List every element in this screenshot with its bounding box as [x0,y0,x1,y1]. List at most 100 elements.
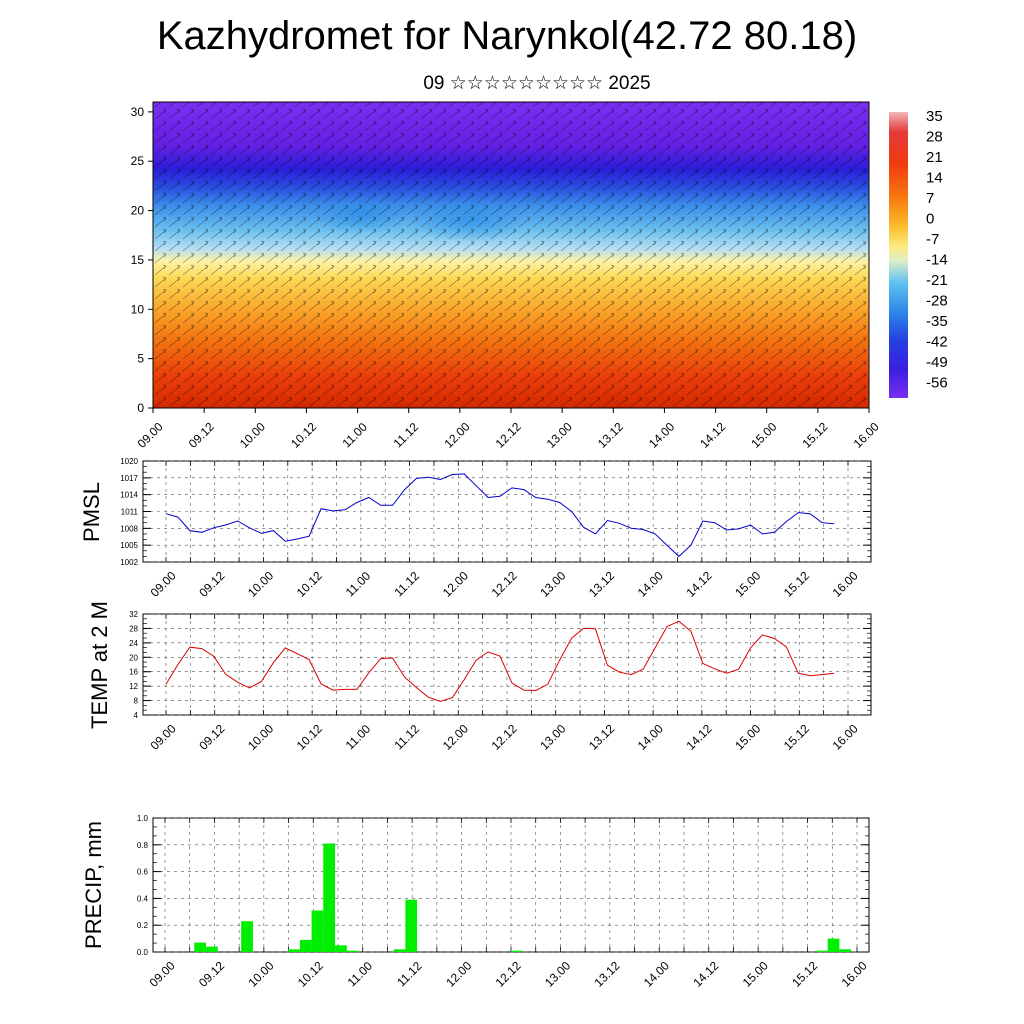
x-tick-label: 13.12 [591,958,622,989]
colorbar-tick-label: 35 [926,108,943,125]
heatmap-x-tick-label: 14.00 [646,419,677,450]
temp-x-axis: 09.00 09.12 10.00 10.12 11.00 11.12 12.00 12.12… [148,721,861,752]
precip-bar [511,950,523,952]
heatmap-y-tick-label: 5 [137,352,144,366]
colorbar-tick-label: 28 [926,129,943,146]
precip-bar [335,945,347,952]
x-tick-label: 11.12 [391,569,422,600]
x-tick-label: 10.00 [245,958,276,989]
x-tick-label: 12.00 [440,721,471,752]
pmsl-grid [143,460,871,563]
x-tick-label: 14.12 [690,958,721,989]
temperature-cross-section: 0 5 10 15 20 25 30 09.00 09.12 10.00 10.12 11.00 11… [131,101,882,451]
precip-bar [311,910,324,952]
pmsl-x-axis: 09.00 09.12 10.00 10.12 11.00 11.12 12.00 12.12… [148,568,861,599]
x-tick-label: 15.12 [781,721,812,752]
x-tick-label: 13.00 [537,721,568,752]
y-tick-label: 1011 [121,508,139,517]
heatmap-x-tick-label: 11.00 [339,420,370,451]
heatmap-x-tick-label: 11.12 [391,420,422,451]
colorbar-tick-label: -42 [926,334,948,351]
precip-bar [346,950,359,952]
y-tick-label: 8 [134,697,139,706]
y-tick-label: 1.0 [137,814,149,823]
x-tick-label: 15.12 [781,568,812,599]
heatmap-x-tick-label: 10.12 [288,419,319,450]
x-tick-label: 09.00 [148,568,179,599]
heatmap-y-tick-label: 25 [131,154,145,168]
y-tick-label: 4 [134,711,139,720]
colorbar-tick-label: -49 [926,354,948,371]
precip-bar [323,843,335,952]
heatmap-y-tick-label: 30 [131,105,145,119]
precip-grid [153,817,869,953]
colorbar-tick-label: 14 [926,170,943,187]
heatmap-x-tick-label: 13.00 [544,419,575,450]
x-tick-label: 12.12 [493,958,524,989]
precip-bar [393,949,406,952]
temp-series-line [165,620,835,702]
heatmap-x-tick-label: 15.12 [799,419,830,450]
x-tick-label: 09.12 [196,568,227,599]
heatmap-x-tick-label: 09.00 [135,419,166,450]
x-tick-label: 13.12 [586,721,617,752]
x-tick-label: 16.00 [830,568,861,599]
y-tick-label: 28 [129,624,138,633]
colorbar-tick-label: -21 [926,272,948,289]
precip-bar [288,949,300,952]
y-tick-label: 1002 [120,558,138,567]
y-tick-label: 20 [129,653,138,662]
x-tick-label: 13.00 [542,958,573,989]
heatmap-x-tick-label: 14.12 [697,419,728,450]
chart-subtitle: 09 ☆☆☆☆☆☆☆☆☆ 2025 [423,73,651,94]
heatmap-x-tick-label: 09.12 [186,419,217,450]
y-tick-label: 32 [129,610,138,619]
colorbar-tick-label: -28 [926,293,948,310]
x-tick-label: 10.12 [294,721,325,752]
heatmap-x-tick-label: 10.00 [237,419,268,450]
precip-panel: 0.0 0.2 0.4 0.6 0.8 1.0 09.00 09.12 10.00 10.12 1… [81,814,870,990]
x-tick-label: 13.00 [537,568,568,599]
temp-y-axis: 4 8 12 16 20 24 28 32 [129,610,871,720]
x-tick-label: 10.12 [295,958,326,989]
heatmap-x-tick-label: 12.00 [441,419,472,450]
heatmap-x-axis: 09.00 09.12 10.00 10.12 11.00 11.12 12.00 12.12… [135,408,882,451]
x-tick-label: 09.12 [196,721,227,752]
y-tick-label: 16 [129,668,138,677]
y-tick-label: 1014 [120,491,138,500]
precip-y-label: PRECIP, mm [81,821,106,949]
y-tick-label: 0.8 [137,841,149,850]
x-tick-label: 15.00 [732,721,763,752]
x-tick-label: 12.00 [440,568,471,599]
pmsl-series-line [165,473,835,558]
heatmap-x-tick-label: 13.12 [595,419,626,450]
x-tick-label: 11.00 [343,569,374,600]
x-tick-label: 12.00 [443,958,474,989]
x-tick-label: 15.00 [740,958,771,989]
heatmap-x-tick-label: 16.00 [851,419,882,450]
x-tick-label: 14.00 [641,958,672,989]
x-tick-label: 11.12 [394,959,425,990]
colorbar-tick-label: 0 [926,211,934,228]
x-tick-label: 10.12 [294,568,325,599]
heatmap-y-tick-label: 20 [131,204,145,218]
x-tick-label: 11.00 [343,722,374,753]
x-tick-label: 12.12 [489,721,520,752]
x-tick-label: 15.00 [732,568,763,599]
x-tick-label: 14.12 [683,721,714,752]
colorbar-tick-label: -35 [926,313,948,330]
heatmap-y-axis: 0 5 10 15 20 25 30 [131,105,153,415]
heatmap-x-tick-label: 15.00 [748,419,779,450]
y-tick-label: 12 [129,682,138,691]
colorbar-tick-label: 21 [926,149,943,166]
x-tick-label: 11.00 [345,959,376,990]
temp-panel: 4 8 12 16 20 24 28 32 09.00 09.12 10.00 10.12 11.00… [87,601,872,753]
pmsl-y-label: PMSL [79,482,104,542]
precip-bar [241,921,253,952]
heatmap-x-tick-label: 12.12 [493,419,524,450]
precip-bar [206,946,218,952]
y-tick-label: 1020 [120,457,138,466]
precip-bars [194,843,852,952]
